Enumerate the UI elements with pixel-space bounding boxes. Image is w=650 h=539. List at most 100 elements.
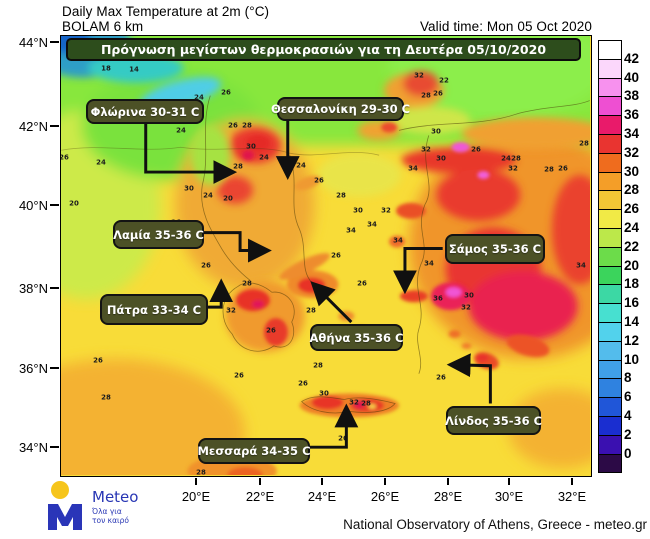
contour-label: 26	[93, 356, 103, 365]
contour-label: 30	[464, 291, 474, 300]
contour-label: 30	[431, 127, 441, 136]
lon-tick-label: 32°E	[557, 489, 587, 504]
callout-athina: Αθήνα 35-36 C	[310, 324, 403, 351]
contour-label: 14	[129, 65, 139, 74]
callout-arrow-layer	[144, 120, 492, 449]
lat-tick-label: 38°N	[18, 281, 48, 296]
colorbar-cell	[598, 77, 622, 98]
lon-tick-mark	[195, 478, 197, 485]
contour-label: 34	[367, 220, 377, 229]
contour-label: 26	[558, 164, 568, 173]
contour-label: 26	[60, 153, 69, 162]
contour-label: 24	[203, 191, 213, 200]
logo-tagline-line1: Όλα για	[91, 507, 122, 516]
colorbar-tick-label: 28	[624, 182, 640, 198]
logo-wordmark: Meteo	[92, 488, 138, 506]
contour-label: 24	[501, 154, 511, 163]
contour-label: 26	[433, 89, 443, 98]
contour-label: 28	[101, 393, 111, 402]
colorbar-tick-label: 26	[624, 201, 640, 217]
colorbar-tick-label: 16	[624, 295, 640, 311]
lon-tick-label: 26°E	[370, 489, 400, 504]
logo-tagline-line2: τον καιρό	[92, 516, 129, 525]
colorbar-tick-label: 12	[624, 332, 640, 348]
model-label: BOLAM 6 km	[62, 19, 144, 34]
lon-tick-label: 28°E	[433, 489, 463, 504]
meteo-logo: Meteo Όλα για τον καιρό	[48, 481, 138, 530]
contour-label: 20	[223, 194, 233, 203]
lat-tick-mark	[50, 367, 59, 369]
logo-m-icon	[48, 504, 82, 530]
contour-label: 28	[579, 139, 589, 148]
colorbar-tick-label: 24	[624, 220, 640, 235]
contour-label: 26	[314, 176, 324, 185]
colorbar-cell	[598, 453, 622, 474]
colorbar-cell	[598, 340, 622, 361]
lon-tick-mark	[259, 478, 261, 485]
valid-time-label: Valid time: Mon 05 Oct 2020	[419, 19, 592, 34]
colorbar-tick-label: 30	[624, 163, 640, 179]
callout-messara: Μεσσαρά 34-35 C	[197, 438, 311, 464]
contour-label: 26	[471, 145, 481, 154]
contour-label: 24	[194, 93, 204, 102]
credit-line: National Observatory of Athens, Greece -…	[343, 517, 647, 532]
lon-tick-label: 24°E	[307, 489, 337, 504]
colorbar-cell	[598, 321, 622, 342]
callout-thessaloniki: Θεσσαλονίκη 29-30 C	[271, 97, 410, 121]
callout-lamia: Λαμία 35-36 C	[113, 220, 204, 249]
colorbar-tick-label: 0	[624, 445, 632, 461]
callout-samos: Σάμος 35-36 C	[445, 234, 545, 264]
colorbar-cell	[598, 115, 622, 135]
colorbar-tick-label: 38	[624, 88, 640, 104]
colorbar-tick-label: 14	[624, 314, 640, 329]
colorbar-tick-label: 40	[624, 69, 640, 85]
contour-label: 34	[346, 226, 356, 235]
arrow-florina	[144, 123, 238, 184]
colorbar-tick-label: 10	[624, 351, 640, 367]
logo-sun-icon	[51, 481, 69, 499]
contour-label: 26	[357, 279, 367, 288]
lat-tick-mark	[50, 125, 59, 127]
map-frame: 1814262422242624202628302428302420322228…	[60, 35, 592, 477]
lat-tick-mark	[50, 41, 59, 43]
contour-label: 32	[461, 303, 471, 312]
lon-tick-label: 20°E	[181, 489, 211, 504]
contour-label: 34	[408, 164, 418, 173]
lat-tick-label: 42°N	[18, 119, 48, 134]
colorbar-cell	[598, 190, 622, 211]
contour-label: 28	[511, 154, 521, 163]
contour-label: 28	[233, 162, 243, 171]
contour-label: 26	[234, 371, 244, 380]
contour-label: 24	[96, 158, 106, 167]
colorbar-tick-label: 22	[624, 238, 640, 254]
colorbar-tick-label: 4	[624, 408, 632, 423]
callout-lindos: Λίνδος 35-36 C	[445, 406, 542, 435]
colorbar-tick-label: 34	[624, 126, 640, 141]
colorbar-cell	[598, 246, 622, 267]
colorbar-cell	[598, 265, 622, 286]
colorbar-cell	[598, 40, 622, 60]
contour-label: 24	[176, 126, 186, 135]
contour-label: 26	[201, 261, 211, 270]
lat-tick-label: 40°N	[18, 198, 48, 213]
colorbar-tick-label: 32	[624, 144, 640, 160]
colorbar-tick-label: 8	[624, 370, 632, 386]
colorbar-cell	[598, 359, 622, 380]
colorbar-cell	[598, 152, 622, 173]
contour-label: 30	[436, 154, 446, 163]
contour-label: 20	[69, 199, 79, 208]
colorbar-cell	[598, 415, 622, 436]
colorbar-cell	[598, 133, 622, 154]
coastlines	[61, 95, 590, 414]
contour-label: 26	[266, 326, 276, 335]
colorbar-tick-label: 36	[624, 107, 640, 123]
lat-tick-label: 44°N	[18, 35, 48, 50]
colorbar-cell	[598, 227, 622, 248]
contour-label: 28	[242, 121, 252, 130]
contour-label: 22	[439, 76, 449, 85]
contour-label: 26	[221, 88, 231, 97]
arrow-samos	[393, 247, 443, 295]
colorbar-tick-label: 6	[624, 389, 632, 405]
contour-label: 26	[331, 251, 341, 260]
contour-label: 32	[381, 206, 391, 215]
